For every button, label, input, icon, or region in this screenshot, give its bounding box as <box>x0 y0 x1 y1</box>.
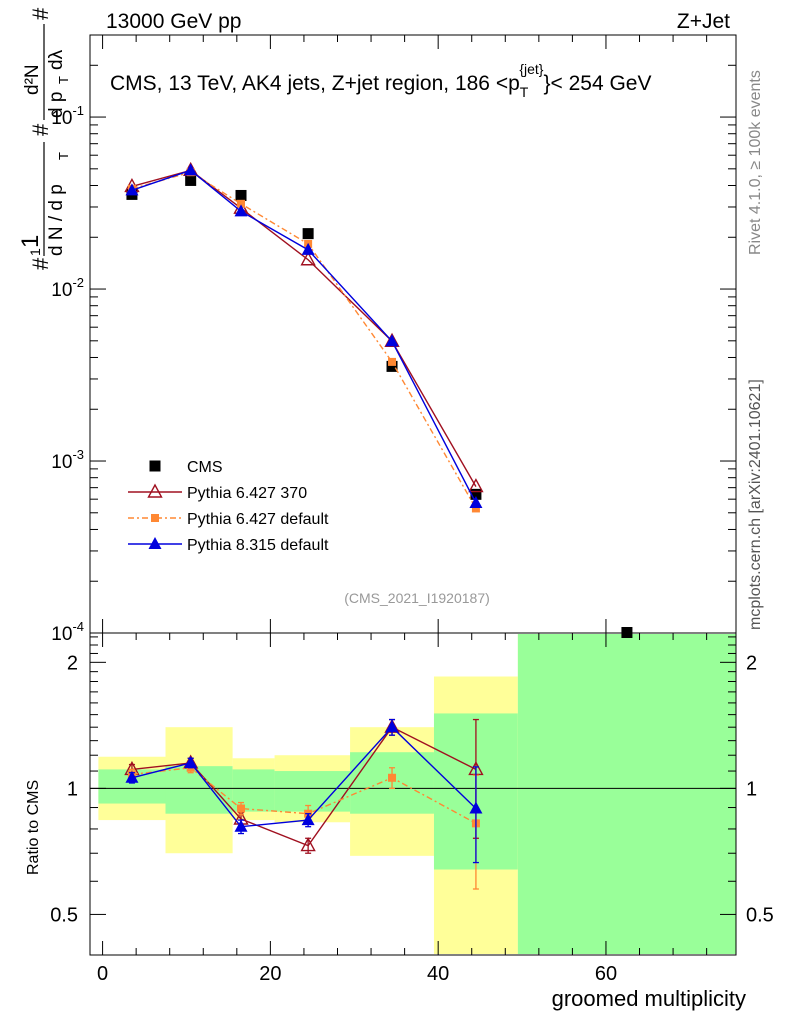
x-tick-label-1: 20 <box>259 963 281 985</box>
svg-text:#: # <box>28 257 53 270</box>
uncertainty-bands <box>90 634 736 954</box>
r-tick-label-right-1: 1 <box>746 778 757 800</box>
y-axis-label-bottom: Ratio to CMS <box>25 780 42 875</box>
line-pythia-8-315-default <box>131 169 477 504</box>
y-tick-label-3: 10-4 <box>51 619 84 645</box>
point-pythia-8-315-default-2 <box>234 204 248 217</box>
svg-text:#: # <box>28 7 53 20</box>
bottom-panel-frame <box>89 632 737 956</box>
x-tick-label-3: 60 <box>595 963 617 985</box>
point-cms-4 <box>386 360 398 372</box>
point-cms-5 <box>470 488 482 500</box>
point-pythia-8-315-default-5 <box>469 496 483 509</box>
point-pythia-6-427-default-2 <box>237 199 246 208</box>
r-tick-label-right-2: 0.5 <box>746 904 774 926</box>
y-axis-label-top: # 1 1 d N / d p T # d²N d p T dλ # <box>17 7 71 270</box>
ratio-line-pythia-6-427-default <box>131 767 477 824</box>
axes: 0 20 40 60 10-1 10-2 10-3 10-4 2 2 1 1 0.5 0.5 <box>50 35 774 985</box>
analysis-id: (CMS_2021_I1920187) <box>344 590 490 606</box>
ratio-line-pythia-6-427-370 <box>131 726 477 847</box>
point-cms-1 <box>185 174 197 186</box>
distribution-curves <box>124 161 633 638</box>
point-pythia-6-427-default-4 <box>388 357 397 366</box>
line-pythia-6-427-default <box>131 171 477 509</box>
rivet-label: Rivet 4.1.0, ≥ 100k events <box>747 70 764 255</box>
x-tick-label-2: 40 <box>427 963 449 985</box>
ratio-point-pythia-8-315-default-5 <box>469 801 483 814</box>
legend: CMS Pythia 6.427 370 Pythia 6.427 default P… <box>128 459 329 554</box>
legend-label-pythia-6-427-370: Pythia 6.427 370 <box>187 485 307 502</box>
legend-marker-cms <box>149 460 161 472</box>
svg-text:d p: d p <box>46 92 67 118</box>
y-tick-label-1: 10-2 <box>51 275 84 301</box>
r-tick-label-left-2: 0.5 <box>50 904 78 926</box>
chart-title-main: CMS, 13 TeV, AK4 jets, Z+jet region, 186… <box>110 72 520 95</box>
ratio-point-pythia-8-315-default-2 <box>234 819 248 832</box>
svg-text:dλ: dλ <box>46 49 67 70</box>
ratio-curves <box>124 718 484 890</box>
svg-text:1: 1 <box>17 235 44 248</box>
line-pythia-6-427-370 <box>131 169 477 487</box>
mcplots-label: mcplots.cern.ch [arXiv:2401.10621] <box>747 379 764 630</box>
ratio-point-pythia-8-315-default-1 <box>184 755 198 768</box>
point-pythia-8-315-default-4 <box>385 334 399 347</box>
legend-marker-pythia-6-427-default <box>151 514 159 522</box>
legend-label-pythia-6-427-default: Pythia 6.427 default <box>187 511 329 528</box>
y-tick-label-0: 10-1 <box>51 103 84 129</box>
ratio-point-pythia-8-315-default-0 <box>125 770 139 783</box>
point-pythia-6-427-default-5 <box>471 504 480 513</box>
legend-label-cms: CMS <box>187 459 223 476</box>
ratio-point-pythia-6-427-370-3 <box>300 837 316 852</box>
chart-title-sub: T <box>520 84 529 100</box>
legend-label-pythia-8-315-default: Pythia 8.315 default <box>187 537 329 554</box>
x-tick-label-0: 0 <box>97 963 108 985</box>
chart-title: CMS, 13 TeV, AK4 jets, Z+jet region, 186… <box>110 61 651 100</box>
point-cms-2 <box>235 189 247 201</box>
header-left: 13000 GeV pp <box>106 10 241 33</box>
y-tick-label-2: 10-3 <box>51 447 84 473</box>
ratio-point-pythia-8-315-default-4 <box>385 720 399 733</box>
point-cms-3 <box>302 228 314 240</box>
ratio-line-pythia-8-315-default <box>131 726 477 828</box>
svg-text:d N / d p: d N / d p <box>46 184 67 256</box>
ratio-point-pythia-6-427-default-2 <box>237 804 246 813</box>
chart-title-end: }< 254 GeV <box>543 72 651 95</box>
point-pythia-6-427-370-5 <box>468 478 484 493</box>
chart-title-sup: {jet} <box>519 61 543 77</box>
svg-text:T: T <box>56 152 71 160</box>
svg-text:1: 1 <box>27 248 43 256</box>
svg-text:T: T <box>56 76 71 84</box>
r-tick-label-left-0: 2 <box>67 652 78 674</box>
point-pythia-6-427-370-3 <box>300 251 316 266</box>
legend-marker-pythia-6-427-370 <box>147 483 163 498</box>
svg-text:d²N: d²N <box>22 64 43 95</box>
point-pythia-8-315-default-1 <box>184 163 198 176</box>
band-green-3 <box>274 771 351 812</box>
r-tick-label-left-1: 1 <box>67 778 78 800</box>
point-pythia-8-315-default-0 <box>125 183 139 196</box>
ratio-point-pythia-8-315-default-3 <box>301 813 315 826</box>
legend-marker-pythia-8-315-default <box>148 537 162 549</box>
point-pythia-8-315-default-3 <box>301 242 315 255</box>
x-axis-label: groomed multiplicity <box>552 986 746 1011</box>
band-green-6 <box>517 634 736 954</box>
ratio-point-pythia-6-427-default-4 <box>388 773 397 782</box>
header-right: Z+Jet <box>677 10 730 33</box>
r-tick-label-right-0: 2 <box>746 652 757 674</box>
svg-text:#: # <box>28 123 53 136</box>
